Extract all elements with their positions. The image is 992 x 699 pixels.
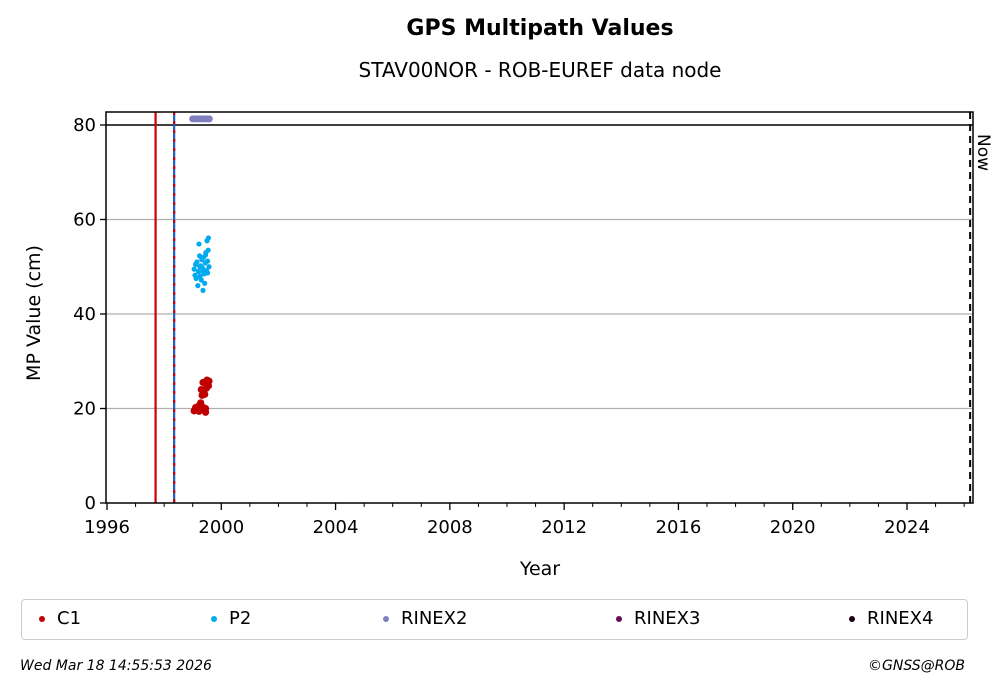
data-point-p2 (206, 264, 212, 270)
legend-marker-rinex4 (849, 615, 855, 622)
legend-marker-rinex2 (383, 615, 389, 622)
data-point-c1 (196, 406, 204, 414)
now-label: Now (973, 134, 992, 171)
data-point-p2 (200, 268, 206, 275)
legend-item-rinex3: RINEX3 (616, 608, 700, 629)
legend-item-p2: P2 (211, 608, 251, 629)
x-tick-label: 2004 (313, 517, 359, 538)
data-point-c1 (205, 377, 213, 385)
data-point-p2 (191, 266, 197, 272)
legend-item-c1: C1 (39, 608, 81, 629)
data-point-rinex2 (205, 115, 213, 123)
data-point-p2 (195, 283, 201, 289)
x-tick-label: 2016 (656, 517, 702, 538)
data-point-p2 (202, 280, 208, 286)
data-point-p2 (193, 275, 199, 282)
x-tick-label: 2020 (770, 517, 816, 538)
legend-label: P2 (229, 608, 252, 629)
data-point-p2 (197, 264, 203, 270)
x-tick-label: 2000 (198, 517, 244, 538)
legend-label: C1 (57, 608, 82, 629)
timestamp: Wed Mar 18 14:55:53 2026 (20, 658, 212, 674)
axes-frame (105, 111, 974, 504)
y-tick-label: 80 (73, 115, 96, 136)
data-point-p2 (205, 235, 212, 241)
chart-title: GPS Multipath Values (406, 16, 674, 41)
data-point-c1 (201, 404, 210, 413)
data-point-p2 (196, 241, 202, 247)
data-point-p2 (200, 287, 206, 293)
legend: C1 P2 RINEX2 RINEX3 RINEX4 (21, 599, 968, 640)
data-point-p2 (194, 259, 200, 265)
legend-marker-c1 (39, 615, 45, 622)
y-tick-label: 20 (73, 399, 96, 420)
data-point-p2 (204, 258, 211, 264)
x-axis-label: Year (519, 558, 560, 580)
x-tick-label: 2024 (884, 517, 930, 538)
legend-label: RINEX4 (867, 608, 934, 629)
y-tick-label: 0 (85, 493, 96, 514)
y-tick-label: 60 (73, 210, 96, 231)
legend-marker-p2 (211, 615, 217, 622)
y-tick-label: 40 (73, 304, 96, 325)
legend-marker-rinex3 (616, 615, 622, 622)
legend-item-rinex2: RINEX2 (383, 608, 467, 629)
data-point-p2 (204, 270, 211, 276)
y-axis-label: MP Value (cm) (23, 245, 45, 381)
data-point-p2 (196, 253, 203, 259)
data-point-p2 (195, 268, 202, 275)
credit: ©GNSS@ROB (868, 658, 965, 674)
data-point-p2 (205, 247, 211, 253)
legend-label: RINEX2 (401, 608, 468, 629)
legend-label: RINEX3 (634, 608, 701, 629)
x-tick-label: 2012 (541, 517, 587, 538)
x-tick-label: 1996 (84, 517, 130, 538)
legend-item-rinex4: RINEX4 (849, 608, 933, 629)
data-point-p2 (198, 277, 204, 283)
x-tick-label: 2008 (427, 517, 473, 538)
data-point-c1 (201, 390, 209, 398)
chart-subtitle: STAV00NOR - ROB-EUREF data node (358, 58, 722, 82)
data-point-p2 (202, 252, 209, 258)
